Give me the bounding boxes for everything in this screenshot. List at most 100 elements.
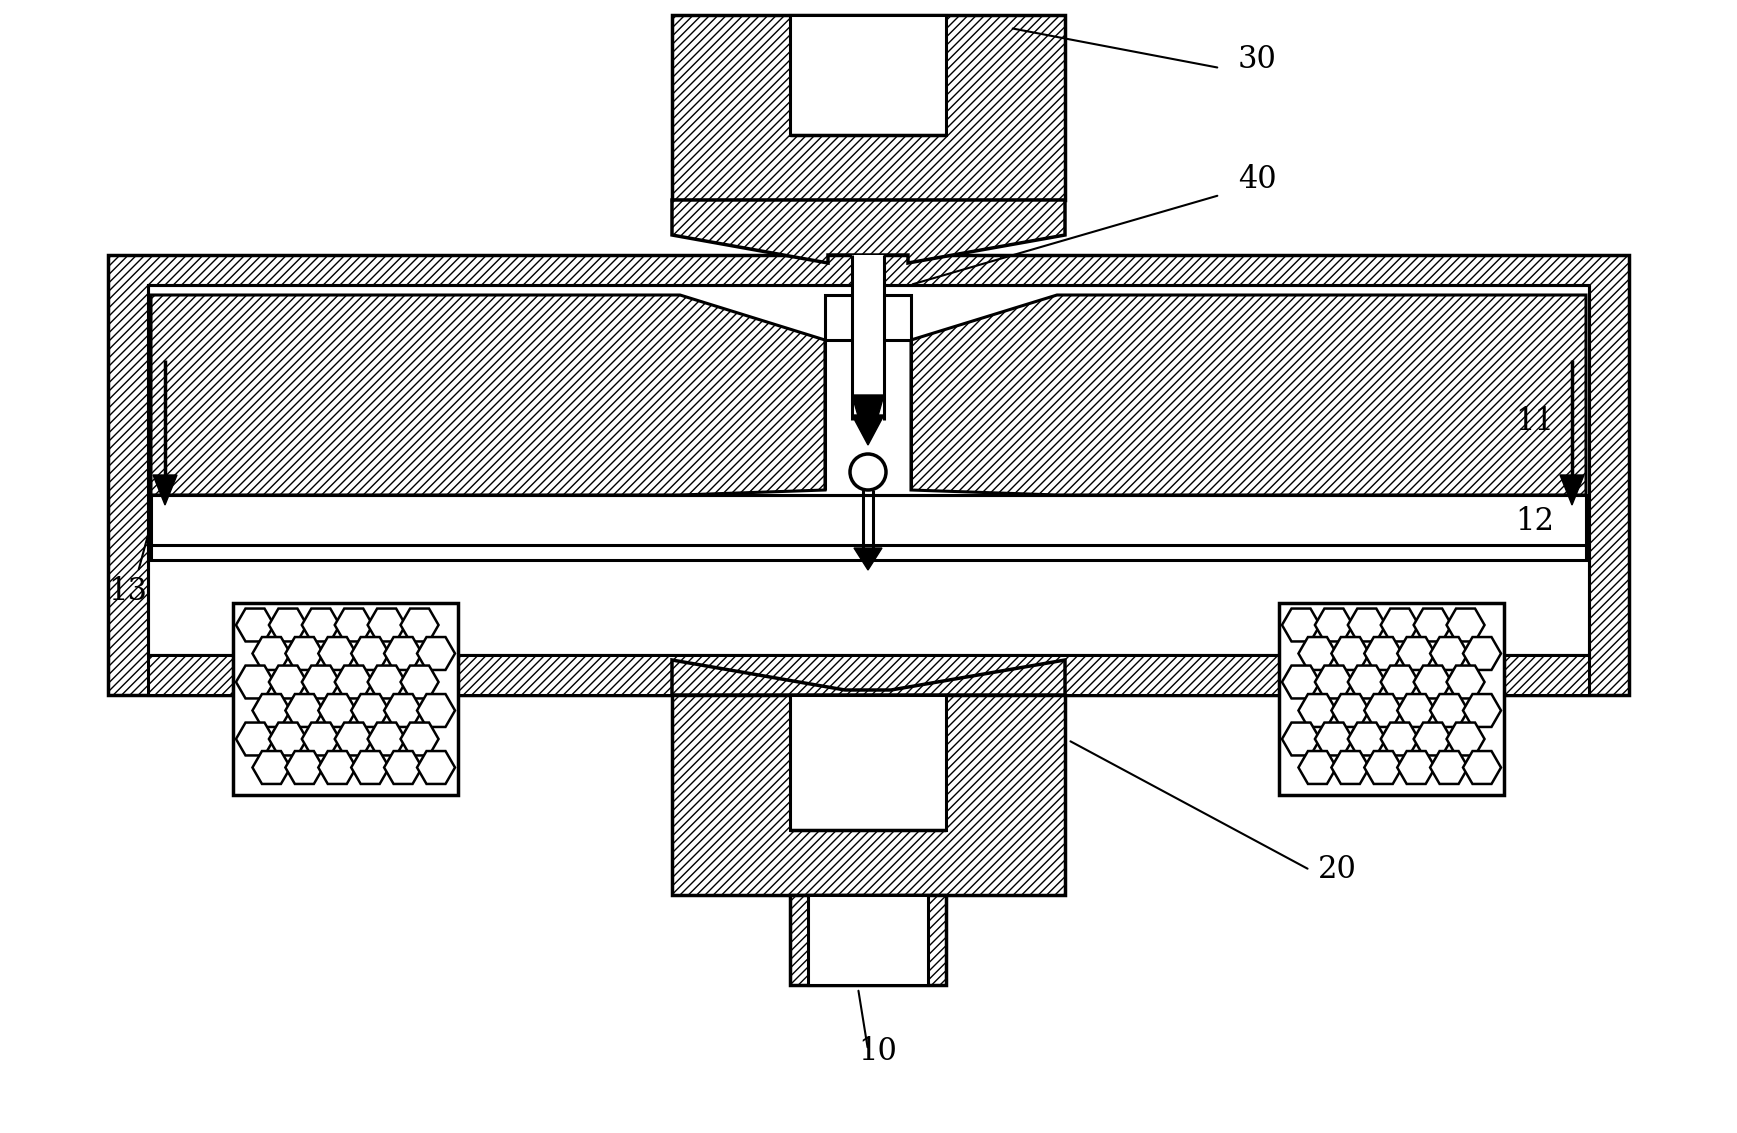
Text: 30: 30 <box>1238 44 1277 75</box>
Polygon shape <box>1504 655 1589 695</box>
Polygon shape <box>1447 608 1485 641</box>
Polygon shape <box>853 415 884 445</box>
Polygon shape <box>1447 723 1485 756</box>
Polygon shape <box>384 637 422 670</box>
Text: 13: 13 <box>108 576 148 607</box>
Polygon shape <box>335 665 373 698</box>
Polygon shape <box>459 655 1278 695</box>
Polygon shape <box>351 751 389 784</box>
Polygon shape <box>1381 723 1419 756</box>
Polygon shape <box>401 723 438 756</box>
Polygon shape <box>1364 637 1402 670</box>
Polygon shape <box>302 608 340 641</box>
Polygon shape <box>401 608 438 641</box>
Polygon shape <box>236 608 274 641</box>
Polygon shape <box>236 665 274 698</box>
Polygon shape <box>236 723 274 756</box>
Polygon shape <box>1282 723 1320 756</box>
Polygon shape <box>1331 751 1369 784</box>
Polygon shape <box>351 695 389 727</box>
Polygon shape <box>1560 475 1584 505</box>
Polygon shape <box>417 695 455 727</box>
Polygon shape <box>1348 723 1386 756</box>
Polygon shape <box>1414 723 1452 756</box>
Bar <box>233 603 459 795</box>
Polygon shape <box>1331 637 1369 670</box>
Polygon shape <box>401 665 438 698</box>
Polygon shape <box>269 665 307 698</box>
Polygon shape <box>672 661 1065 695</box>
Polygon shape <box>1414 608 1452 641</box>
Polygon shape <box>853 395 884 440</box>
Polygon shape <box>417 637 455 670</box>
Polygon shape <box>285 751 323 784</box>
Polygon shape <box>335 608 373 641</box>
Polygon shape <box>153 475 177 505</box>
Polygon shape <box>910 295 1586 495</box>
Bar <box>825 295 910 340</box>
Polygon shape <box>285 637 323 670</box>
Polygon shape <box>1364 695 1402 727</box>
Polygon shape <box>672 201 1065 263</box>
Polygon shape <box>1331 695 1369 727</box>
Polygon shape <box>1397 751 1435 784</box>
Text: 12: 12 <box>1515 506 1555 537</box>
Polygon shape <box>302 723 340 756</box>
Polygon shape <box>1315 608 1353 641</box>
Polygon shape <box>252 695 290 727</box>
Polygon shape <box>1282 608 1320 641</box>
Polygon shape <box>252 751 290 784</box>
Polygon shape <box>368 608 406 641</box>
Polygon shape <box>269 608 307 641</box>
Polygon shape <box>318 637 356 670</box>
Polygon shape <box>384 751 422 784</box>
Polygon shape <box>1381 608 1419 641</box>
Polygon shape <box>318 751 356 784</box>
Polygon shape <box>1364 751 1402 784</box>
Polygon shape <box>269 723 307 756</box>
Polygon shape <box>855 548 882 570</box>
Polygon shape <box>1381 665 1419 698</box>
Circle shape <box>849 454 886 489</box>
Bar <box>808 895 928 985</box>
Bar <box>790 695 947 830</box>
Polygon shape <box>417 751 455 784</box>
Polygon shape <box>1430 751 1468 784</box>
Polygon shape <box>1463 695 1501 727</box>
Polygon shape <box>335 723 373 756</box>
Polygon shape <box>302 665 340 698</box>
Bar <box>790 15 947 135</box>
Polygon shape <box>351 637 389 670</box>
Polygon shape <box>1430 695 1468 727</box>
Bar <box>108 255 1629 695</box>
Bar <box>148 286 1589 655</box>
Polygon shape <box>368 723 406 756</box>
Polygon shape <box>151 295 825 495</box>
Polygon shape <box>1299 751 1336 784</box>
Bar <box>1278 603 1504 795</box>
Polygon shape <box>1414 665 1452 698</box>
Polygon shape <box>1463 637 1501 670</box>
Polygon shape <box>368 665 406 698</box>
Polygon shape <box>1348 665 1386 698</box>
Polygon shape <box>148 655 233 695</box>
Polygon shape <box>1397 637 1435 670</box>
Text: 40: 40 <box>1238 164 1277 195</box>
Polygon shape <box>1348 608 1386 641</box>
Bar <box>672 15 1065 201</box>
Polygon shape <box>1299 695 1336 727</box>
Polygon shape <box>1315 665 1353 698</box>
Text: 20: 20 <box>1318 854 1357 885</box>
Polygon shape <box>285 695 323 727</box>
Polygon shape <box>1282 665 1320 698</box>
Polygon shape <box>252 637 290 670</box>
Polygon shape <box>318 695 356 727</box>
Text: 10: 10 <box>858 1036 896 1067</box>
Polygon shape <box>1397 695 1435 727</box>
Bar <box>672 695 1065 895</box>
Bar <box>790 895 947 985</box>
Text: 11: 11 <box>1515 406 1555 437</box>
Polygon shape <box>1299 637 1336 670</box>
Polygon shape <box>1315 723 1353 756</box>
Polygon shape <box>1463 751 1501 784</box>
